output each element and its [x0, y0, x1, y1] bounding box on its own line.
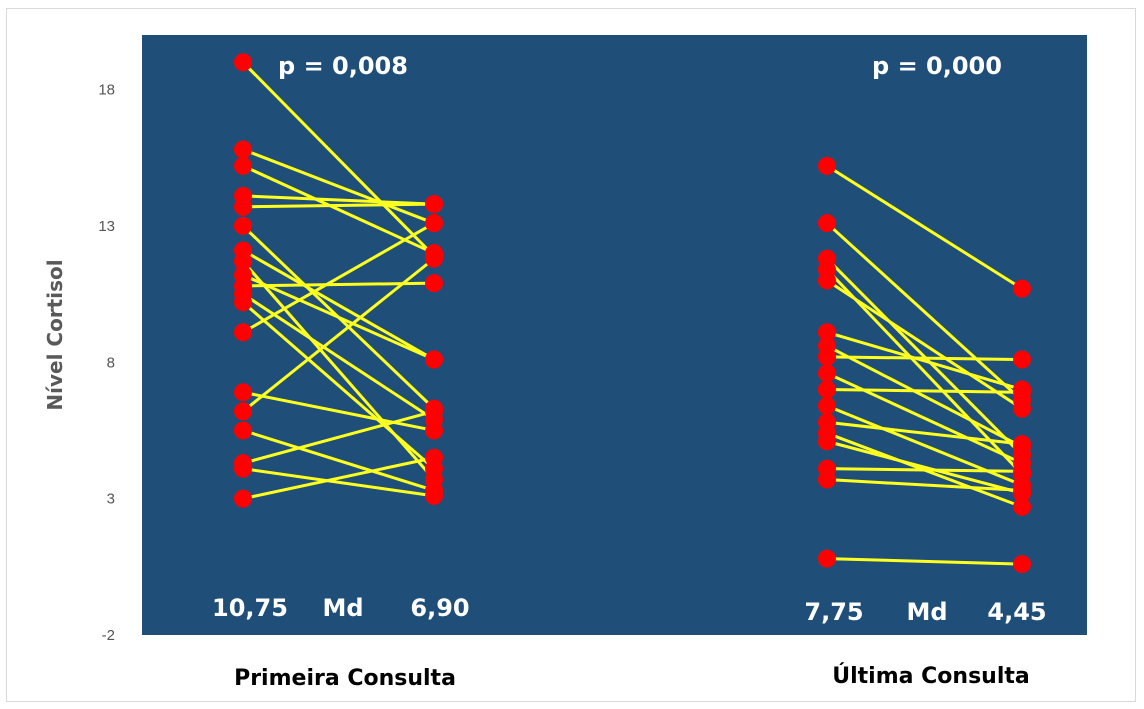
median-after-primeira: 6,90	[410, 594, 469, 622]
data-point-marker	[818, 364, 836, 383]
median-before-primeira: 10,75	[212, 594, 288, 622]
data-point-marker	[425, 274, 443, 293]
median-before-ultima: 7,75	[804, 598, 863, 626]
p-value-ultima: p = 0,000	[872, 52, 1002, 80]
data-point-marker	[425, 214, 443, 233]
chart-frame: -2 3 8 13 18 Nível Cortisol p = 0,008 p = 0,…	[6, 8, 1136, 702]
data-point-marker	[818, 432, 836, 451]
data-point-marker	[1013, 399, 1031, 418]
pair-line	[826, 420, 1023, 446]
pair-line	[242, 148, 435, 225]
data-point-marker	[425, 421, 443, 440]
data-point-marker	[234, 459, 252, 478]
data-point-marker	[818, 271, 836, 290]
group-ultima-lines	[825, 164, 1024, 566]
data-point-marker	[234, 156, 252, 175]
data-point-marker	[818, 156, 836, 175]
pair-line	[826, 355, 1023, 362]
data-point-marker	[1013, 497, 1031, 516]
pair-line	[825, 222, 1024, 402]
pair-line	[826, 557, 1023, 566]
y-tick-label: 18	[98, 82, 115, 99]
data-point-marker	[1013, 279, 1031, 298]
median-label-ultima: Md	[906, 598, 947, 626]
data-point-marker	[818, 470, 836, 489]
pair-line	[242, 249, 435, 361]
data-point-marker	[234, 402, 252, 421]
data-point-marker	[234, 383, 252, 402]
group-ultima-markers	[818, 156, 1031, 574]
data-point-marker	[1013, 350, 1031, 369]
category-primeira-consulta: Primeira Consulta	[234, 666, 456, 691]
data-point-marker	[425, 195, 443, 214]
pair-line	[241, 61, 436, 257]
data-point-marker	[234, 53, 252, 72]
data-point-marker	[234, 197, 252, 216]
pair-line	[826, 344, 1023, 449]
data-point-marker	[234, 252, 252, 271]
pair-line	[242, 467, 435, 498]
data-point-marker	[234, 489, 252, 508]
data-point-marker	[425, 448, 443, 467]
data-point-marker	[818, 214, 836, 233]
data-point-marker	[1013, 383, 1031, 402]
y-tick-label: 13	[98, 218, 115, 235]
pair-line	[242, 301, 435, 470]
pair-line	[242, 429, 435, 492]
data-point-marker	[1013, 555, 1031, 574]
category-ultima-consulta: Última Consulta	[832, 663, 1029, 689]
data-point-marker	[234, 293, 252, 312]
pair-line	[242, 164, 435, 255]
plot-area	[142, 35, 1087, 635]
data-point-marker	[234, 140, 252, 159]
pair-line	[242, 202, 435, 209]
data-point-marker	[425, 350, 443, 369]
data-point-marker	[818, 347, 836, 366]
pair-line	[826, 330, 1023, 391]
pair-line	[826, 388, 1023, 394]
data-point-marker	[1013, 435, 1031, 454]
data-point-marker	[234, 421, 252, 440]
group-primeira-lines	[241, 61, 436, 501]
data-point-marker	[818, 396, 836, 415]
median-label-primeira: Md	[322, 594, 363, 622]
pair-line	[242, 257, 435, 413]
pair-line	[826, 467, 1023, 473]
data-point-marker	[1013, 462, 1031, 481]
data-point-marker	[818, 323, 836, 342]
pair-line	[826, 164, 1023, 290]
data-point-marker	[425, 249, 443, 268]
y-tick-label: 3	[107, 491, 115, 508]
pair-line	[241, 260, 436, 481]
pair-line	[242, 456, 435, 501]
pair-line	[826, 439, 1023, 495]
median-after-ultima: 4,45	[987, 598, 1046, 626]
pair-line	[826, 279, 1023, 410]
pair-line	[242, 221, 435, 334]
pair-line	[826, 371, 1023, 465]
pair-line	[242, 194, 435, 206]
group-primeira-markers	[234, 53, 443, 508]
pair-line	[242, 273, 435, 361]
y-tick-label: -2	[102, 627, 115, 644]
chart-svg: -2 3 8 13 18 Nível Cortisol p = 0,008 p = 0,…	[43, 35, 1087, 691]
pair-line	[242, 409, 435, 465]
data-point-marker	[818, 549, 836, 568]
data-point-marker	[234, 323, 252, 342]
y-axis-label: Nível Cortisol	[43, 259, 67, 410]
p-value-primeira: p = 0,008	[278, 52, 408, 80]
data-point-marker	[1013, 481, 1031, 500]
y-tick-label: 8	[107, 354, 115, 371]
data-point-marker	[818, 380, 836, 399]
data-point-marker	[425, 402, 443, 421]
data-point-marker	[234, 216, 252, 235]
data-point-marker	[425, 486, 443, 505]
pair-line	[826, 478, 1023, 492]
pair-line	[242, 390, 435, 432]
